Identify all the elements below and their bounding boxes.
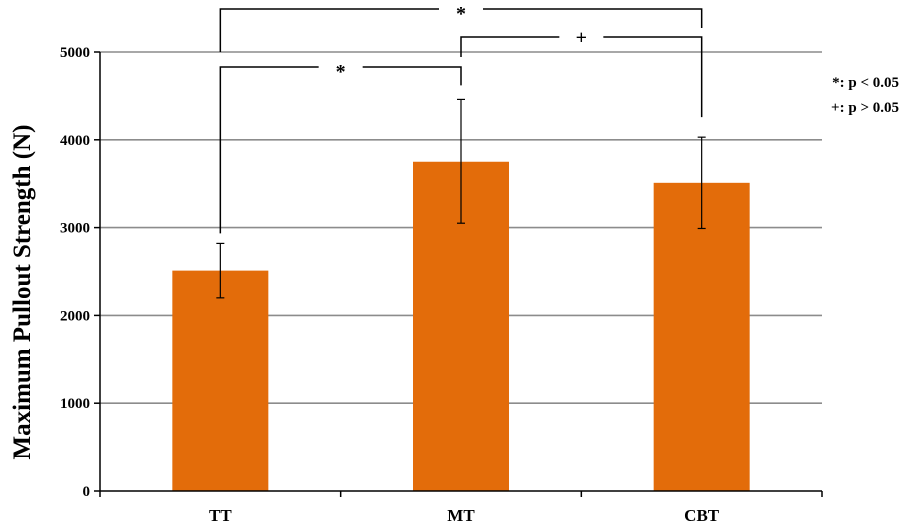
y-tick-label: 4000: [60, 133, 90, 149]
significance-label-2: +: [576, 27, 587, 49]
legend-item-2: +: p > 0.05: [831, 100, 899, 116]
y-tick-labels: 0 1000 2000 3000 4000 5000: [60, 45, 90, 500]
legend-text-2: : p > 0.05: [840, 100, 899, 116]
x-tick-label-tt: TT: [209, 506, 232, 525]
bars: [172, 161, 750, 491]
legend: *: p < 0.05 +: p > 0.05: [831, 75, 899, 116]
y-tick-label: 5000: [60, 45, 90, 61]
x-tick-label-cbt: CBT: [684, 506, 720, 525]
y-tick-label: 0: [83, 484, 91, 500]
y-tick-label: 2000: [60, 308, 90, 324]
y-axis-label: Maximum Pullout Strength (N): [9, 125, 36, 460]
significance-bracket-2: [460, 36, 703, 118]
significance-bracket-3: [219, 8, 703, 52]
error-bars: [216, 98, 706, 299]
legend-symbol-1: *: [832, 75, 840, 91]
x-tick-label-mt: MT: [447, 506, 475, 525]
bar-tt: [172, 270, 269, 491]
y-tick-label: 1000: [60, 396, 90, 412]
significance-label-3: *: [456, 3, 466, 25]
significance-label-1: *: [336, 61, 346, 83]
axes: [99, 52, 823, 497]
y-tick-label: 3000: [60, 221, 90, 237]
bar-cbt: [653, 182, 750, 491]
legend-symbol-2: +: [831, 100, 840, 116]
legend-text-1: : p < 0.05: [840, 75, 899, 91]
significance-bracket-1: [219, 66, 462, 234]
x-tick-labels: TT MT CBT: [209, 506, 720, 525]
significance-brackets: * + *: [219, 3, 703, 234]
legend-item-1: *: p < 0.05: [832, 75, 899, 91]
